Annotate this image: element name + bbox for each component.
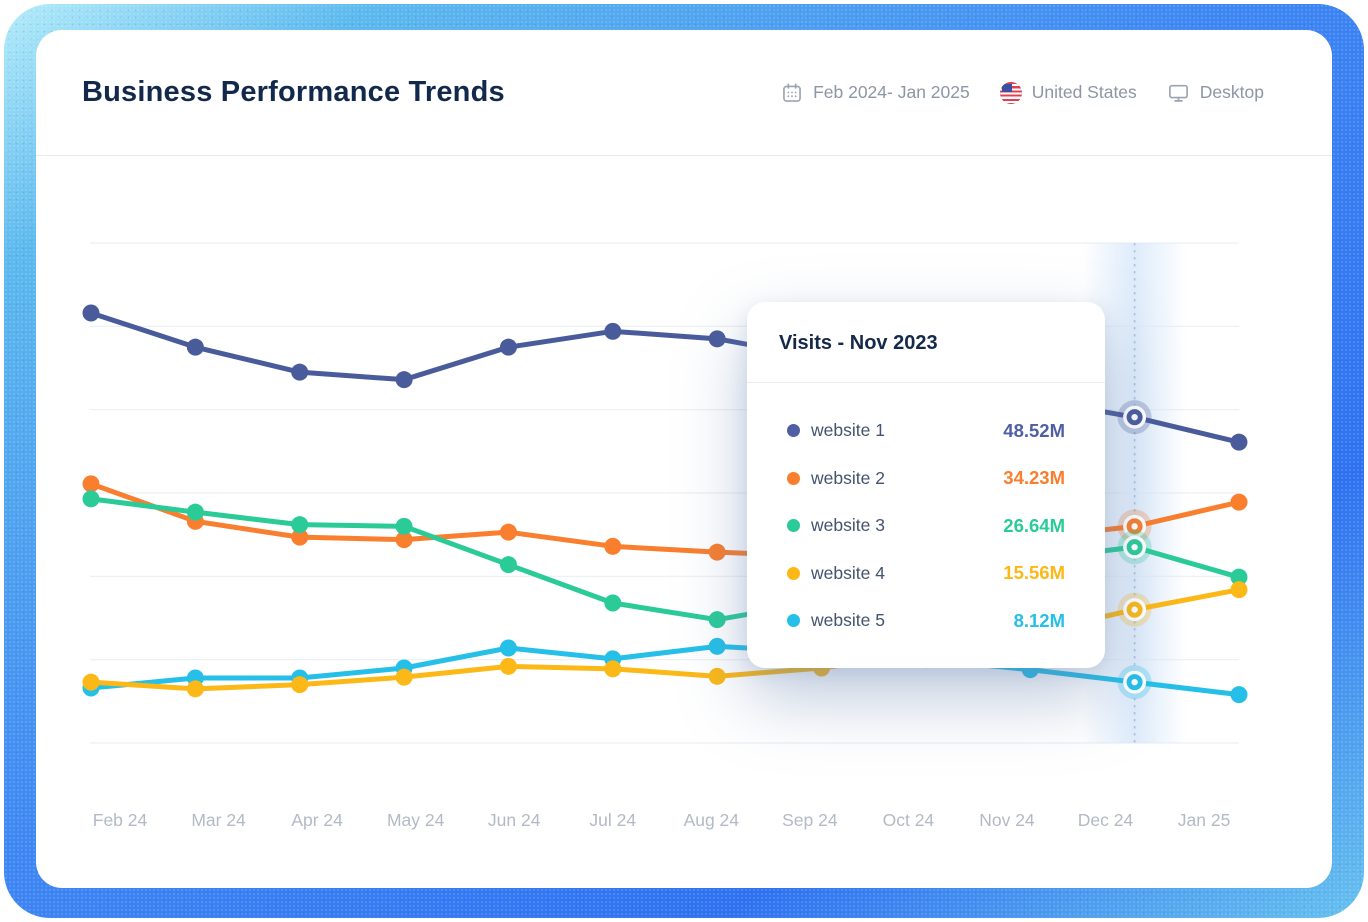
series-label: website 2 (811, 467, 885, 488)
data-point[interactable] (291, 528, 309, 546)
series-dot-icon (787, 614, 800, 628)
series-dot-icon (787, 471, 800, 485)
highlighted-point-website-2[interactable] (1117, 509, 1152, 544)
data-point[interactable] (708, 667, 726, 685)
series-label: website 3 (811, 515, 885, 536)
tooltip-row: website 2 34.23M (787, 455, 1065, 503)
data-point[interactable] (1230, 581, 1248, 599)
highlighted-point-website-5[interactable] (1117, 665, 1152, 700)
tooltip-divider (747, 382, 1105, 383)
series-value: 15.56M (1003, 562, 1065, 584)
series-dot-icon (787, 519, 800, 533)
series-value: 8.12M (1013, 609, 1065, 631)
data-point[interactable] (291, 516, 309, 534)
chart-tooltip: Visits - Nov 2023 website 1 48.52M website… (747, 302, 1105, 668)
data-point[interactable] (708, 611, 726, 629)
date-range-label: Feb 2024- Jan 2025 (813, 82, 970, 102)
country-label: United States (1031, 82, 1137, 102)
data-point[interactable] (499, 556, 517, 574)
tooltip-row: website 1 48.52M (787, 407, 1065, 455)
x-axis-label: Apr 24 (291, 810, 343, 830)
highlighted-point-website-1[interactable] (1117, 400, 1152, 435)
data-point[interactable] (395, 371, 413, 389)
highlighted-point-website-3[interactable] (1117, 530, 1152, 565)
series-label: website 1 (811, 420, 885, 441)
date-range-filter[interactable]: Feb 2024- Jan 2025 (781, 82, 970, 104)
data-point[interactable] (186, 338, 204, 356)
data-point[interactable] (82, 673, 100, 691)
data-point[interactable] (82, 475, 100, 493)
device-filter[interactable]: Desktop (1167, 82, 1264, 104)
x-axis-label: Nov 24 (979, 810, 1035, 830)
data-point[interactable] (186, 503, 204, 521)
x-axis-label: Jul 24 (589, 810, 636, 830)
data-point[interactable] (708, 330, 726, 348)
country-filter[interactable]: United States (999, 81, 1137, 104)
series-value: 48.52M (1003, 419, 1065, 441)
series-label: website 5 (811, 610, 885, 631)
x-axis-label: Dec 24 (1078, 810, 1134, 830)
data-point[interactable] (82, 490, 100, 508)
series-label: website 4 (811, 562, 885, 583)
series-value: 34.23M (1003, 467, 1065, 489)
data-point[interactable] (604, 594, 622, 612)
data-point[interactable] (395, 668, 413, 686)
x-axis-label: Oct 24 (883, 810, 935, 830)
data-point[interactable] (291, 676, 309, 694)
data-point[interactable] (708, 543, 726, 561)
tooltip-row: website 5 8.12M (787, 597, 1065, 645)
data-point[interactable] (499, 639, 517, 657)
data-point[interactable] (1230, 568, 1248, 586)
highlighted-point-website-4[interactable] (1117, 592, 1152, 627)
tooltip-title: Visits - Nov 2023 (779, 332, 938, 354)
data-point[interactable] (1230, 686, 1248, 704)
x-axis-label: Feb 24 (93, 810, 148, 830)
x-axis-label: Aug 24 (684, 810, 740, 830)
us-flag-icon (999, 81, 1022, 104)
data-point[interactable] (1230, 433, 1248, 451)
series-dot-icon (787, 424, 800, 438)
tooltip-rows: website 1 48.52M website 2 34.23M website 3 2… (747, 383, 1105, 645)
x-axis-label: Jan 25 (1178, 810, 1231, 830)
data-point[interactable] (291, 363, 309, 381)
series-dot-icon (787, 566, 800, 580)
data-point[interactable] (395, 531, 413, 549)
data-point[interactable] (82, 304, 100, 322)
tooltip-row: website 3 26.64M (787, 502, 1065, 550)
x-axis-label: Sep 24 (782, 810, 838, 830)
card-header: Business Performance Trends (36, 30, 1332, 156)
data-point[interactable] (604, 537, 622, 555)
data-point[interactable] (604, 322, 622, 340)
page-title: Business Performance Trends (82, 76, 505, 108)
header-filters: Feb 2024- Jan 2025 United States Desktop (781, 81, 1264, 104)
x-axis-label: May 24 (387, 810, 445, 830)
data-point[interactable] (395, 517, 413, 535)
calendar-icon (781, 82, 803, 104)
series-value: 26.64M (1003, 514, 1065, 536)
data-point[interactable] (604, 660, 622, 678)
desktop-icon (1167, 82, 1190, 104)
data-point[interactable] (499, 523, 517, 541)
x-axis-label: Mar 24 (191, 810, 246, 830)
data-point[interactable] (499, 657, 517, 675)
data-point[interactable] (1230, 493, 1248, 511)
device-label: Desktop (1199, 82, 1264, 102)
series-line-website-5 (88, 643, 1242, 698)
data-point[interactable] (708, 637, 726, 655)
x-axis-label: Jun 24 (488, 810, 541, 830)
data-point[interactable] (186, 680, 204, 698)
tooltip-row: website 4 15.56M (787, 550, 1065, 598)
data-point[interactable] (499, 338, 517, 356)
